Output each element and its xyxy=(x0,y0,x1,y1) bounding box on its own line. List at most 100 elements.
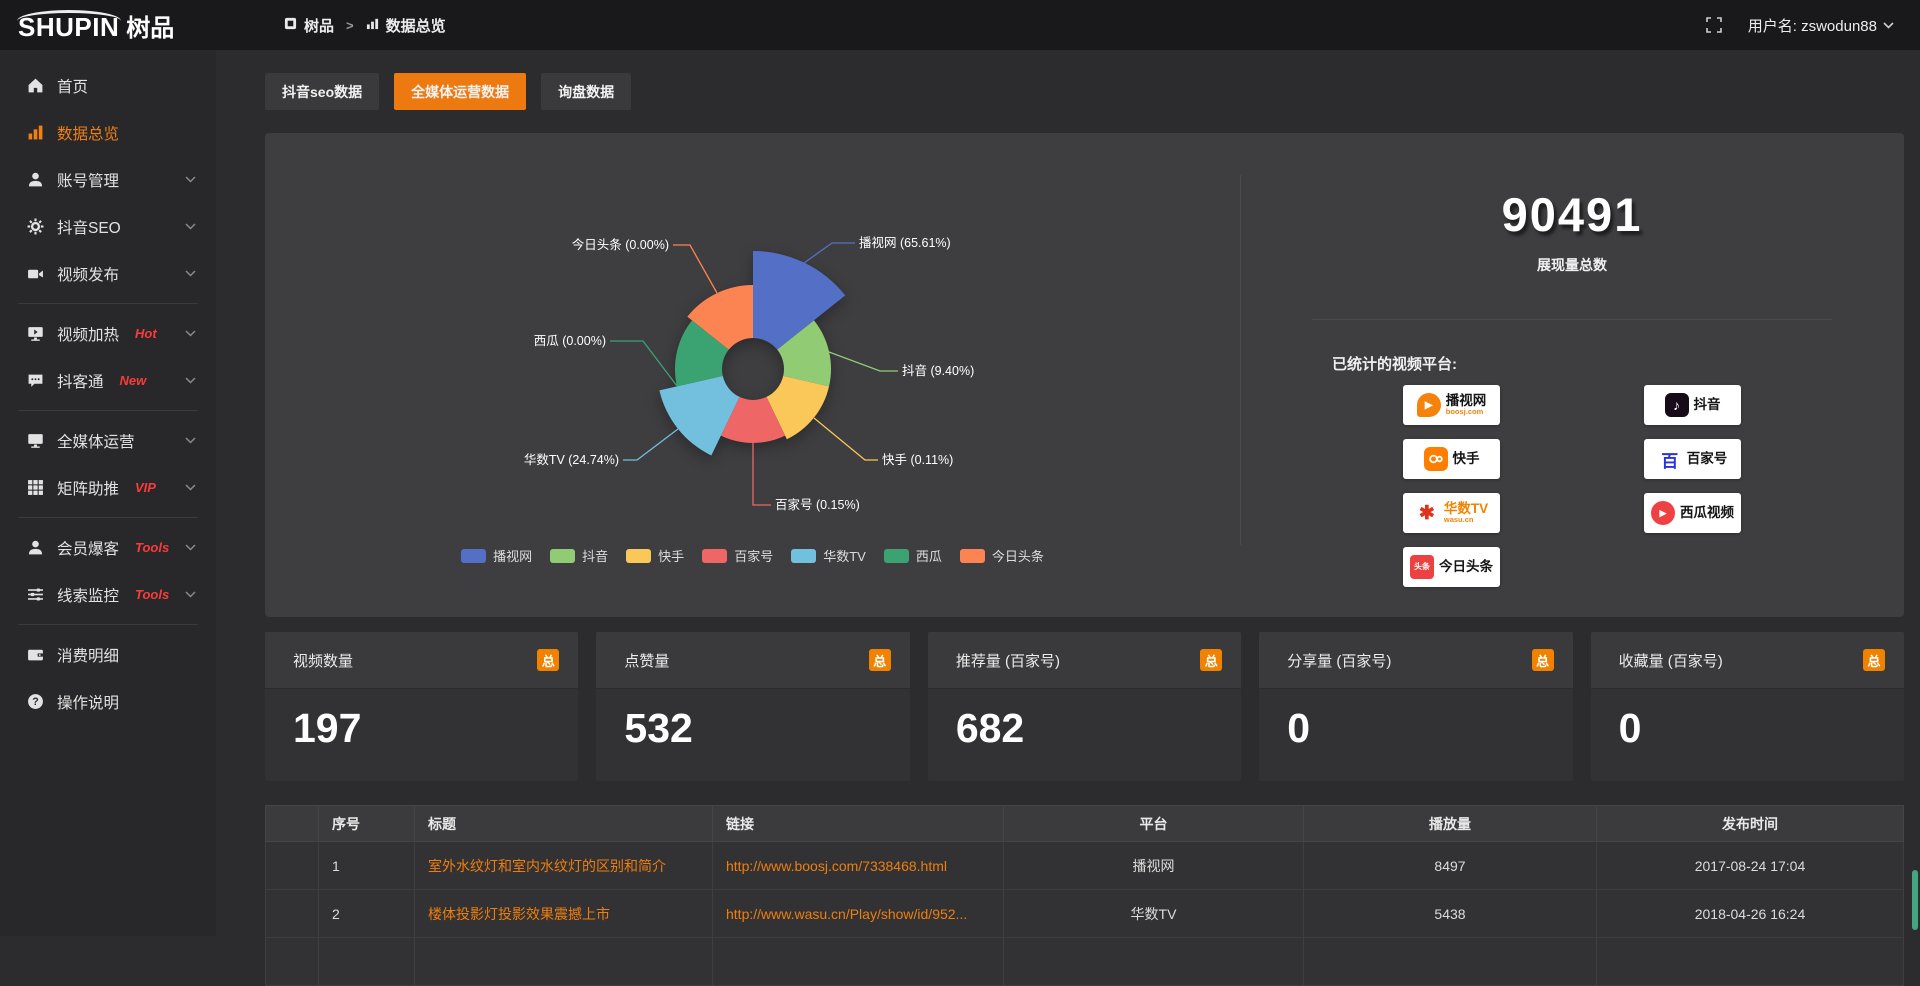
breadcrumb-separator: > xyxy=(346,17,354,33)
legend-item-5[interactable]: 西瓜 xyxy=(883,546,942,565)
legend-item-0[interactable]: 播视网 xyxy=(461,546,532,565)
pie-label-6: 今日头条 (0.00%) xyxy=(572,237,669,252)
legend-label: 快手 xyxy=(658,549,685,564)
sidebar-item-label: 抖客通 xyxy=(57,373,104,391)
legend-item-4[interactable]: 华数TV xyxy=(791,546,866,565)
sidebar-divider xyxy=(18,517,198,518)
sidebar-item-badge: Hot xyxy=(135,326,157,341)
sidebar-item-3[interactable]: 抖音SEO xyxy=(0,203,216,250)
cell-time: 2018-04-26 16:24 xyxy=(1596,889,1904,938)
legend-label: 华数TV xyxy=(823,549,866,564)
overview-panel: 播视网 (65.61%) 抖音 (9.40%) 快手 (0.11%) 百家号 (0.1… xyxy=(265,133,1904,617)
wasu-logo: ✱ xyxy=(1418,502,1435,524)
sidebar-item-label: 账号管理 xyxy=(57,172,120,190)
sidebar-item-1[interactable]: 数据总览 xyxy=(0,109,216,156)
legend-item-6[interactable]: 今日头条 xyxy=(959,546,1044,565)
platform-name: 西瓜视频 xyxy=(1680,504,1734,520)
legend-item-2[interactable]: 快手 xyxy=(626,546,684,565)
legend-label: 西瓜 xyxy=(915,549,942,564)
bar-chart-icon xyxy=(27,124,44,141)
pie-slice-1[interactable] xyxy=(777,320,831,387)
sidebar-item-badge: Tools xyxy=(135,540,170,555)
sidebar-item-2[interactable]: 账号管理 xyxy=(0,156,216,203)
pie-label-line-5 xyxy=(610,340,678,387)
platform-badge-5: 百百家号 xyxy=(1644,439,1741,479)
sidebar-item-6[interactable]: 抖客通 New xyxy=(0,357,216,404)
chevron-down-icon xyxy=(185,330,196,337)
legend-chip xyxy=(702,548,728,563)
sidebar-item-label: 抖音SEO xyxy=(57,219,121,237)
legend-chip xyxy=(959,548,985,563)
sidebar-item-12[interactable]: ? 操作说明 xyxy=(0,678,216,725)
fullscreen-icon[interactable] xyxy=(1705,17,1722,33)
sidebar-item-5[interactable]: 视频加热 Hot xyxy=(0,310,216,357)
url-link[interactable]: http://www.boosj.com/7338468.html xyxy=(726,857,948,874)
breadcrumb-item-home[interactable]: 树品 xyxy=(284,15,334,36)
title-link[interactable]: 室外水纹灯和室内水纹灯的区别和简介 xyxy=(428,857,666,874)
chevron-down-icon xyxy=(185,270,196,277)
legend-chip xyxy=(626,548,652,563)
chevron-down-icon xyxy=(1883,21,1894,29)
cell-link: http://www.boosj.com/7338468.html xyxy=(712,841,1004,890)
platform-subtitle: boosj.com xyxy=(1445,407,1484,417)
cell-no: 2 xyxy=(318,889,415,938)
pie-slice-6[interactable] xyxy=(687,285,753,350)
chat-icon xyxy=(27,372,44,389)
chevron-down-icon xyxy=(185,223,196,230)
pie-label-line-4 xyxy=(623,428,679,461)
url-link[interactable]: http://www.wasu.cn/Play/show/id/952... xyxy=(726,905,968,922)
pie-label-4: 华数TV (24.74%) xyxy=(524,452,619,467)
sidebar-item-9[interactable]: 会员爆客 Tools xyxy=(0,524,216,571)
legend-chip xyxy=(550,548,576,563)
platform-badge-0: ▶ 播视网 boosj.com xyxy=(1403,385,1500,425)
pie-slice-0[interactable] xyxy=(753,251,846,350)
column-header-3: 平台 xyxy=(1003,805,1304,842)
sidebar-item-10[interactable]: 线索监控 Tools xyxy=(0,571,216,618)
pie-label-line-6 xyxy=(673,244,718,294)
tab-0[interactable]: 抖音seo数据 xyxy=(265,73,380,110)
sidebar-item-11[interactable]: 消费明细 xyxy=(0,631,216,678)
legend-chip xyxy=(791,548,817,563)
sidebar-item-0[interactable]: 首页 xyxy=(0,62,216,109)
pie-slice-3[interactable] xyxy=(720,396,786,443)
sidebar-item-label: 会员爆客 xyxy=(57,540,120,558)
sidebar-item-8[interactable]: 矩阵助推 VIP xyxy=(0,464,216,511)
cell-title: 室外水纹灯和室内水纹灯的区别和简介 xyxy=(414,841,713,890)
sidebar-divider xyxy=(18,303,198,304)
legend-item-1[interactable]: 抖音 xyxy=(550,546,608,565)
cell-no: 1 xyxy=(318,841,415,890)
chevron-down-icon xyxy=(185,484,196,491)
pie-label-3: 百家号 (0.15%) xyxy=(775,497,860,512)
tab-1[interactable]: 全媒体运营数据 xyxy=(394,73,527,110)
chevron-down-icon xyxy=(185,544,196,551)
sidebar-item-label: 数据总览 xyxy=(57,125,120,143)
sidebar-item-4[interactable]: 视频发布 xyxy=(0,250,216,297)
sidebar-item-7[interactable]: 全媒体运营 xyxy=(0,417,216,464)
scrollbar-thumb[interactable] xyxy=(1912,870,1918,930)
user-menu[interactable]: 用户名: zswodun88 xyxy=(1748,15,1894,36)
column-header-4: 播放量 xyxy=(1303,805,1597,842)
grid-icon xyxy=(27,479,44,496)
sidebar-item-label: 视频发布 xyxy=(57,266,120,284)
main-content: 抖音seo数据 全媒体运营数据 询盘数据 播视网 (65.61%) 抖音 (9.40%… xyxy=(216,50,1920,986)
summary-panel: 90491 展现量总数 已统计的视频平台: ▶ 播视网 boosj.com 快手 ✱ 华数… xyxy=(1240,133,1904,617)
pie-slice-5[interactable] xyxy=(675,320,729,387)
pie-label-line-2 xyxy=(813,417,878,461)
legend-item-3[interactable]: 百家号 xyxy=(702,546,773,565)
app-icon xyxy=(284,17,297,34)
pie-label-5: 西瓜 (0.00%) xyxy=(534,334,606,348)
chart-legend: 播视网 抖音 快手 百家号 华数TV 西瓜 今日头条 xyxy=(265,546,1240,565)
stat-card-1: 点赞量 总 532 xyxy=(596,632,910,781)
tab-2[interactable]: 询盘数据 xyxy=(541,73,632,110)
column-header-1: 标题 xyxy=(414,805,713,842)
bar-chart-icon xyxy=(366,17,379,34)
pie-slice-2[interactable] xyxy=(766,375,830,440)
stat-cards-row: 视频数量总 197 点赞量总 532 推荐量 (百家号) 总 682 分享量 (百家号) 总 0 收… xyxy=(265,632,1905,781)
stat-card-value: 682 xyxy=(955,705,1025,751)
platform-badge-4: ♪ 抖音 xyxy=(1644,385,1741,425)
douyin-logo: ♪ xyxy=(1664,393,1689,417)
breadcrumb-item-current[interactable]: 数据总览 xyxy=(366,15,446,36)
pie-slice-4[interactable] xyxy=(659,375,740,456)
cell-plays: 8497 xyxy=(1303,841,1597,890)
title-link[interactable]: 楼体投影灯投影效果震撼上市 xyxy=(428,905,610,922)
